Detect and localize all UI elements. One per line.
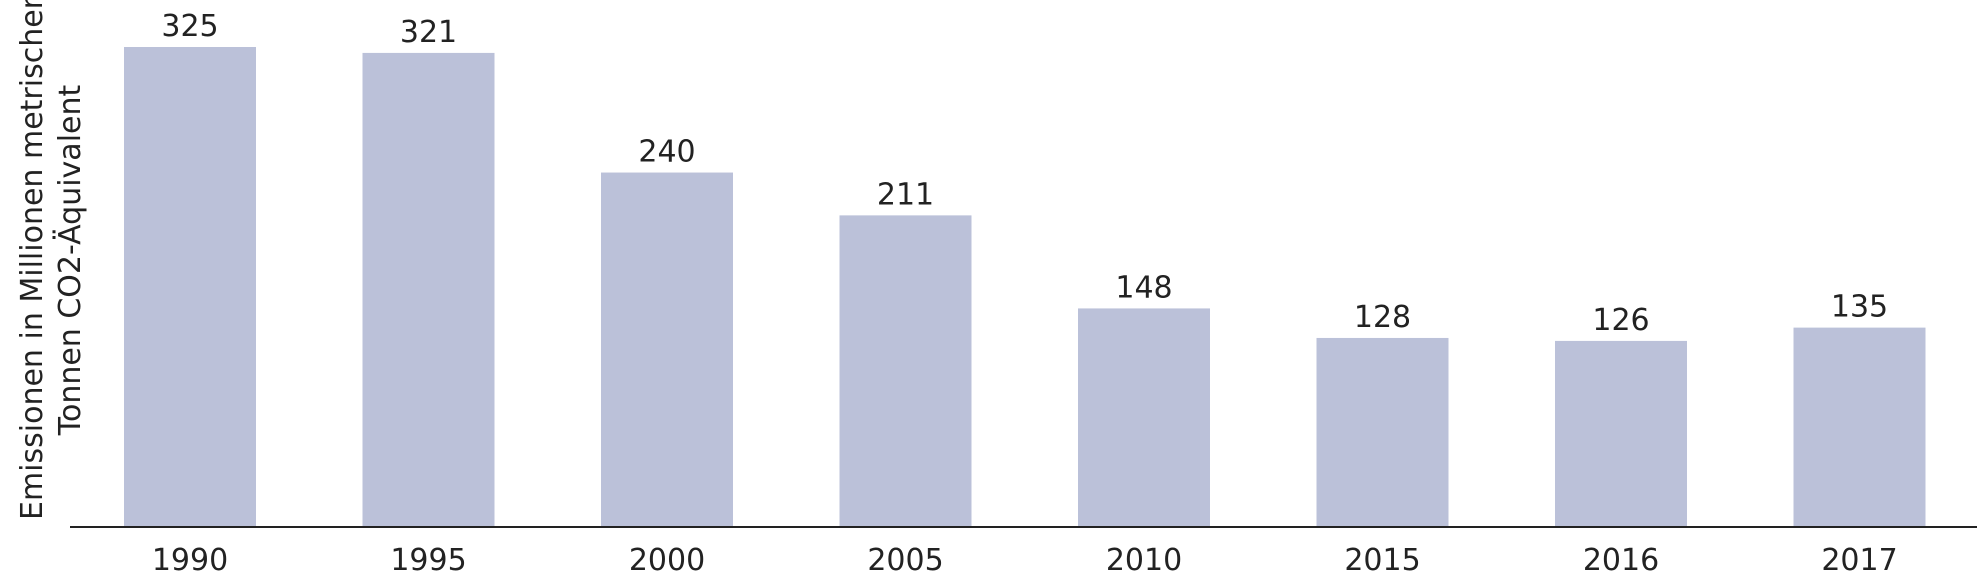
bar-2000 (601, 172, 733, 528)
value-label-1995: 321 (400, 15, 457, 50)
value-labels-group: 325 321 240 211 148 128 126 135 (161, 9, 1888, 338)
bar-2015 (1316, 337, 1449, 527)
bar-2010 (1078, 308, 1210, 527)
x-tick-label-2016: 2016 (1583, 543, 1659, 578)
bar-2017 (1793, 327, 1926, 527)
value-label-2010: 148 (1115, 270, 1172, 305)
x-tick-label-2017: 2017 (1821, 543, 1897, 578)
value-label-2017: 135 (1831, 290, 1888, 325)
value-label-2005: 211 (877, 177, 934, 212)
x-tick-label-2000: 2000 (629, 543, 705, 578)
x-tick-labels-group: 1990 1995 2000 2005 2010 2015 2016 2017 (152, 543, 1898, 578)
x-tick-label-1995: 1995 (390, 543, 466, 578)
value-label-2015: 128 (1354, 300, 1411, 335)
x-tick-label-2010: 2010 (1106, 543, 1182, 578)
value-label-2016: 126 (1592, 303, 1649, 338)
x-tick-label-2015: 2015 (1344, 543, 1420, 578)
bar-2016 (1555, 340, 1687, 527)
value-label-2000: 240 (638, 135, 695, 170)
bar-1990 (124, 47, 256, 527)
bar-2005 (839, 215, 972, 527)
bars-group (124, 47, 1926, 528)
value-label-1990: 325 (161, 9, 218, 44)
bar-1995 (362, 52, 495, 528)
x-tick-label-2005: 2005 (867, 543, 943, 578)
x-tick-label-1990: 1990 (152, 543, 228, 578)
